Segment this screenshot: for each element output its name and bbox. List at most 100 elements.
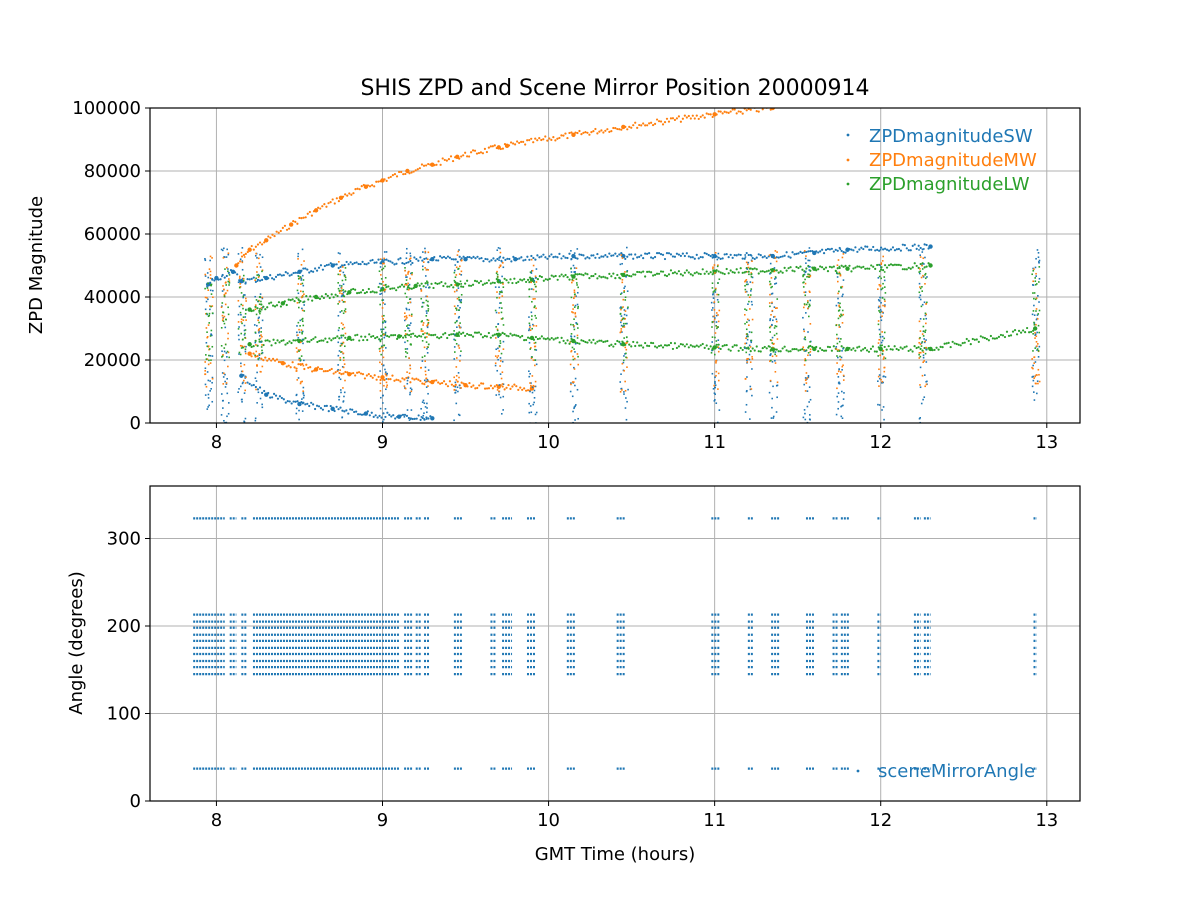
data-point	[279, 229, 282, 233]
data-point	[922, 356, 925, 359]
data-point	[848, 264, 851, 267]
data-point	[382, 412, 385, 415]
data-point	[303, 359, 305, 362]
data-point	[406, 382, 409, 385]
data-point	[801, 268, 804, 271]
data-point	[308, 271, 311, 274]
data-point	[207, 345, 210, 348]
data-point	[354, 334, 357, 337]
data-point	[486, 258, 489, 261]
data-point	[533, 345, 536, 348]
data-point	[286, 272, 289, 275]
data-point	[753, 267, 756, 270]
data-point	[367, 372, 370, 376]
data-point	[395, 289, 398, 292]
angle-legend: sceneMirrorAngle	[856, 761, 1035, 782]
data-point	[513, 277, 516, 280]
data-point	[340, 295, 343, 298]
data-point	[210, 359, 212, 361]
data-point	[243, 256, 246, 258]
data-point	[699, 344, 702, 347]
data-point	[496, 257, 499, 261]
data-point	[502, 266, 505, 269]
data-point	[911, 244, 914, 247]
data-point	[244, 382, 247, 384]
data-point	[407, 327, 410, 330]
data-point	[619, 313, 622, 315]
zpd-x-tick-label: 11	[703, 432, 726, 453]
data-point	[495, 394, 498, 396]
data-point	[406, 340, 409, 342]
data-point	[862, 348, 865, 351]
data-point	[382, 328, 385, 331]
data-point	[787, 267, 790, 270]
data-point	[384, 288, 387, 291]
data-point	[871, 345, 874, 348]
data-point	[256, 307, 259, 310]
data-point	[344, 276, 347, 279]
data-point	[837, 356, 839, 359]
data-point	[673, 342, 677, 345]
zpd-y-tick-label: 60000	[84, 224, 141, 245]
data-point	[919, 268, 921, 270]
data-point	[426, 284, 429, 286]
data-point	[299, 319, 302, 322]
data-point	[477, 331, 481, 334]
data-point	[877, 288, 879, 290]
data-point	[421, 356, 424, 359]
data-point	[872, 265, 875, 268]
data-point	[495, 326, 497, 328]
data-point	[240, 347, 243, 349]
data-point	[496, 356, 499, 359]
data-point	[208, 404, 210, 407]
data-point	[735, 344, 738, 347]
data-point	[454, 386, 457, 388]
data-point	[455, 309, 458, 311]
data-point	[709, 113, 712, 116]
data-point	[420, 335, 423, 338]
data-point	[404, 334, 407, 337]
data-point	[776, 298, 779, 300]
data-point	[763, 345, 766, 349]
data-point	[880, 246, 883, 249]
data-point	[505, 334, 508, 337]
data-point	[865, 349, 869, 352]
series-lw-mid-band	[247, 326, 1038, 353]
data-point	[586, 256, 589, 259]
data-point	[280, 360, 286, 366]
data-point	[258, 274, 260, 277]
data-point	[534, 298, 536, 300]
data-point	[234, 263, 239, 268]
data-point	[878, 377, 881, 380]
data-point	[839, 306, 841, 309]
data-point	[739, 267, 742, 270]
data-point	[422, 399, 425, 402]
data-point	[483, 282, 487, 285]
data-point	[273, 305, 277, 308]
data-point	[623, 290, 626, 292]
data-point	[239, 283, 241, 285]
data-point	[302, 301, 304, 304]
data-point	[838, 324, 840, 326]
data-point	[1032, 326, 1038, 331]
data-point	[707, 272, 710, 275]
data-point	[1034, 333, 1037, 335]
data-point	[573, 306, 576, 308]
data-point	[204, 296, 207, 299]
data-point	[295, 394, 298, 397]
data-point	[269, 396, 272, 399]
data-point	[284, 343, 287, 346]
data-point	[285, 365, 288, 368]
data-point	[344, 279, 347, 281]
data-point	[570, 333, 573, 335]
data-point	[343, 310, 346, 312]
data-point	[282, 274, 285, 277]
data-point	[1038, 259, 1041, 262]
data-point	[874, 267, 877, 270]
data-point	[837, 302, 840, 304]
data-point	[344, 332, 347, 335]
data-point	[228, 284, 230, 286]
data-point	[361, 288, 365, 292]
data-point	[340, 322, 343, 324]
data-point	[707, 113, 710, 116]
